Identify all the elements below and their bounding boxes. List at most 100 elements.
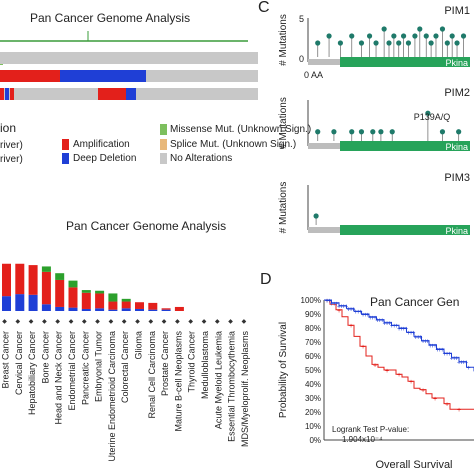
censor-mark: + — [423, 339, 427, 346]
panel-d-title: Pan Cancer Gen — [370, 295, 460, 309]
censor-mark: + — [373, 315, 377, 322]
bar-diamond: ◆ — [109, 319, 114, 325]
lollipop-head — [315, 40, 321, 46]
protein-domain — [340, 57, 470, 67]
bar-segment — [135, 302, 144, 309]
censor-mark: + — [399, 326, 403, 333]
lollipop-head — [428, 40, 434, 46]
legend-swatch-deep-deletion — [62, 153, 69, 164]
censor-mark: + — [387, 320, 391, 327]
censor-mark: + — [385, 368, 389, 375]
y-tick-label: 0 — [299, 54, 304, 64]
censor-mark: + — [390, 323, 394, 330]
bar-diamond: ◆ — [55, 319, 60, 325]
y-tick-label: 5 — [299, 14, 304, 24]
bar-diamond: ◆ — [82, 319, 87, 325]
lollipop-head — [370, 129, 376, 135]
lollipop-head — [337, 40, 343, 46]
censor-mark: + — [421, 339, 425, 346]
lollipop-head — [349, 129, 355, 135]
gene-name: PIM1 — [444, 5, 470, 17]
censor-mark: + — [325, 298, 329, 305]
lollipop-head — [366, 33, 373, 39]
bar-diamond: ◆ — [242, 319, 247, 325]
lollipop-head — [444, 40, 450, 46]
legend-swatch-missense — [160, 124, 167, 135]
bar-segment — [108, 301, 118, 310]
censor-mark: + — [349, 323, 353, 330]
panel-c-lollipop-chart: # Mutations 5 0 PIM1 Pkina 0 AA # Mutations PIM… — [278, 5, 470, 236]
bar-diamond: ◆ — [188, 319, 193, 325]
category-label: Uterine Endometrioid Carcinoma — [107, 331, 117, 462]
bar-segment — [2, 296, 11, 311]
lollipop-head — [405, 40, 412, 46]
legend-heading: ion — [0, 121, 17, 135]
lollipop-head — [315, 129, 321, 135]
logrank-label: Logrank Test P-value: — [332, 425, 409, 434]
lollipop-head — [460, 33, 467, 39]
oncoprint-row-3-amp — [0, 88, 4, 100]
lollipop-head — [412, 33, 418, 39]
bar-segment — [174, 306, 184, 311]
lollipop-head — [439, 129, 446, 135]
censor-mark: + — [361, 344, 365, 351]
category-label: Glioma — [134, 331, 144, 360]
bar-segment — [41, 271, 51, 305]
bar-diamond: ◆ — [42, 319, 47, 325]
censor-mark: + — [361, 312, 365, 319]
censor-mark: + — [368, 315, 372, 322]
lollipop-head — [425, 110, 431, 116]
bar-segment — [41, 266, 51, 272]
oncoprint-row-3-del — [126, 88, 136, 100]
censor-mark: + — [330, 301, 334, 308]
censor-mark: + — [347, 306, 351, 313]
censor-mark: + — [433, 396, 437, 403]
category-label: Head and Neck Cancer — [54, 331, 64, 425]
censor-mark: + — [373, 362, 377, 369]
bar-diamond: ◆ — [69, 319, 74, 325]
category-label: Embryonal Tumor — [94, 331, 104, 402]
censor-mark: + — [445, 351, 449, 358]
bar-diamond: ◆ — [215, 319, 220, 325]
censor-mark: + — [416, 334, 420, 341]
aa-label: 0 AA — [304, 70, 323, 80]
censor-mark: + — [440, 347, 444, 354]
protein-domain — [340, 141, 470, 151]
category-label: MDS/Myeloprolif. Neoplasms — [240, 331, 250, 448]
legend-amplification: Amplification — [73, 139, 130, 150]
censor-mark: + — [407, 330, 411, 337]
censor-mark: + — [397, 326, 401, 333]
y-tick-label: 0% — [309, 436, 321, 445]
lollipop-head — [386, 40, 392, 46]
domain-label: Pkina — [445, 142, 468, 152]
lollipop-head — [373, 40, 379, 46]
legend-driver-1: river) — [0, 140, 23, 151]
censor-mark: + — [397, 372, 401, 379]
lollipop-head — [326, 33, 332, 39]
lollipop-head — [433, 33, 439, 39]
censor-mark: + — [443, 351, 447, 358]
bar-segment — [28, 294, 38, 311]
lollipop-head — [389, 129, 395, 135]
censor-mark: + — [354, 309, 358, 316]
y-tick-label: 70% — [305, 338, 321, 347]
censor-mark: + — [363, 312, 367, 319]
legend-splice: Splice Mut. (Unknown Sign.) — [170, 139, 297, 150]
censor-mark: + — [395, 323, 399, 330]
oncoprint-row-2-del — [102, 70, 146, 82]
protein-domain — [340, 225, 470, 235]
censor-mark: + — [445, 402, 449, 409]
bar-segment — [68, 307, 78, 311]
lollipop-head — [423, 33, 429, 39]
censor-mark: + — [351, 306, 355, 313]
censor-mark: + — [421, 388, 425, 395]
oncoprint-row-2-amp — [0, 70, 20, 82]
bar-segment — [161, 308, 171, 310]
oncoprint-row-2-del — [60, 70, 102, 82]
censor-mark: + — [375, 318, 379, 325]
legend-swatch-no-alterations — [160, 153, 167, 164]
legend-missense: Missense Mut. (Unknown Sign.) — [170, 124, 312, 135]
censor-mark: + — [450, 355, 454, 362]
y-tick-label: 50% — [305, 366, 321, 375]
category-label: Cervical Cancer — [14, 331, 24, 395]
